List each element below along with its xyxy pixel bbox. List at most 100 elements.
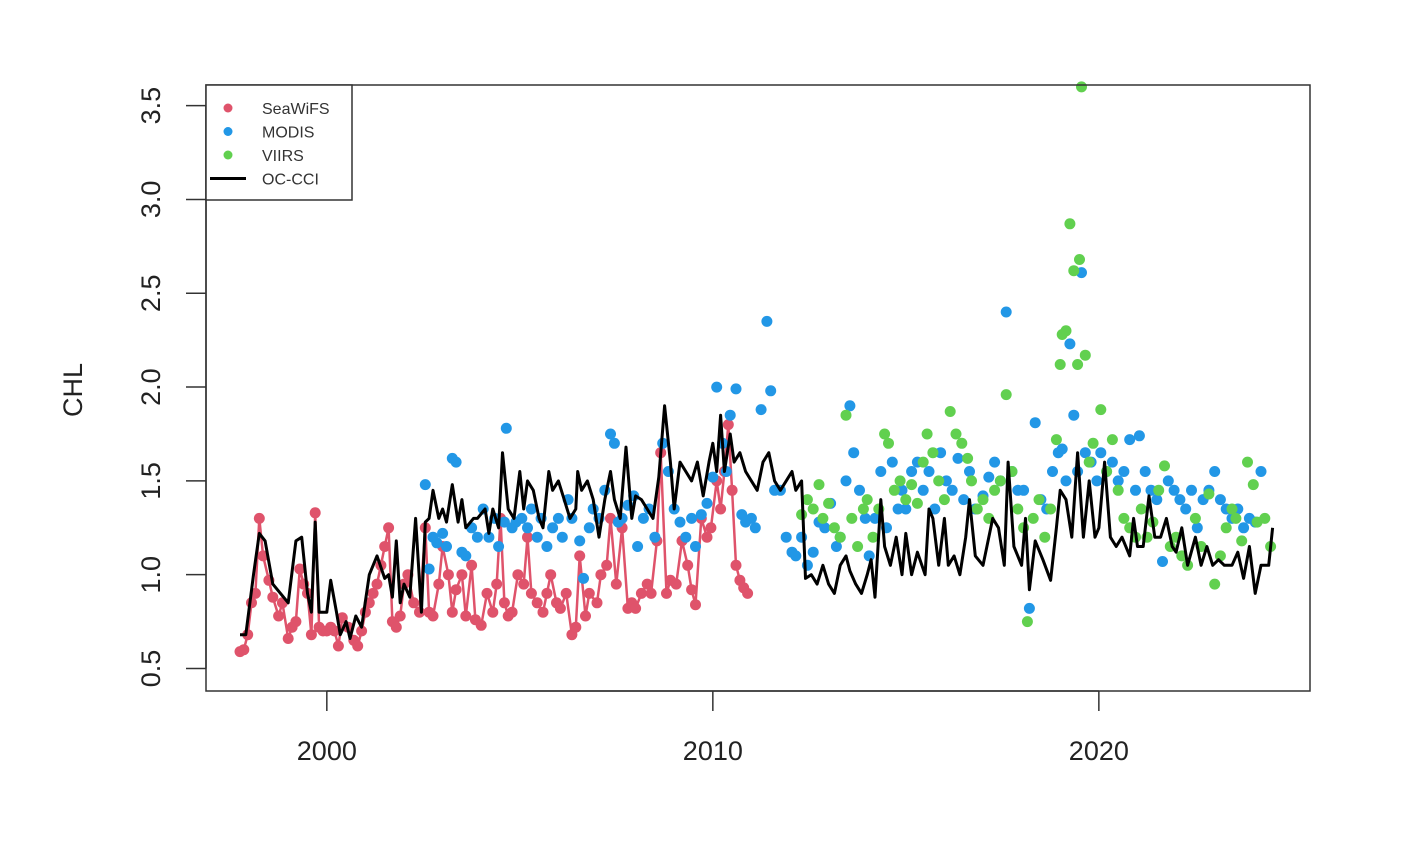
modis-point [493,541,505,552]
seawifs-point [610,578,622,590]
modis-point [946,484,958,496]
legend-label-oc-cci: OC-CCI [262,172,319,189]
modis-point [1157,556,1168,567]
legend-marker-viirs [223,150,233,160]
seawifs-point [475,619,487,631]
modis-point [863,550,875,562]
viirs-point [938,494,950,506]
seawifs-point [506,606,518,618]
seawifs-point [661,587,672,599]
seawifs-point [570,621,582,633]
viirs-point [1079,349,1091,361]
viirs-point [977,494,989,506]
seawifs-point [635,587,647,599]
y-tick-label: 1.0 [136,556,166,594]
modis-point [707,471,719,483]
viirs-point [817,512,829,524]
modis-point [1000,306,1012,318]
modis-point [1118,466,1130,477]
modis-point [1060,475,1072,487]
modis-point [1095,447,1107,459]
seawifs-point [456,569,468,581]
seawifs-point [481,587,493,599]
modis-point [807,546,819,558]
viirs-point [966,475,977,487]
viirs-point [1095,404,1107,416]
seawifs-point [267,591,279,603]
seawifs-point [705,522,717,534]
oc-cci-line [240,404,1275,640]
modis-point [923,466,935,477]
modis-point [1124,434,1136,446]
seawifs-point [383,522,395,534]
seawifs-point [726,484,738,496]
viirs-point [971,503,983,515]
viirs-point [1076,81,1087,93]
modis-point [749,522,761,534]
modis-point [935,447,947,459]
y-tick-label: 1.5 [136,462,166,500]
modis-point [680,531,692,543]
modis-point [1133,430,1145,442]
seawifs-point [379,541,391,552]
y-axis: 0.5 1.0 1.5 2.0 2.5 3.0 3.5 [136,87,207,688]
viirs-point [1189,512,1201,524]
modis-point [1162,475,1174,487]
modis-point [450,456,462,468]
modis-point [1064,338,1076,350]
legend-label-modis: MODIS [262,125,314,142]
y-tick-label: 0.5 [136,650,166,688]
viirs-point [1242,456,1253,468]
viirs-point [894,475,906,487]
seawifs-point [591,597,603,609]
modis-point [1186,484,1197,496]
modis-point [952,452,964,464]
modis-point [674,516,686,528]
seawifs-point [541,587,553,599]
modis-point [1191,522,1203,534]
viirs-point [1012,503,1024,515]
seawifs-point [390,621,402,633]
viirs-point [989,484,1001,496]
modis-point [745,512,757,524]
viirs-point [1087,437,1099,449]
x-tick-label: 2010 [683,736,743,766]
viirs-point [1050,434,1062,446]
y-tick-label: 2.0 [136,368,166,406]
modis-point [869,512,881,524]
seawifs-point [466,559,478,571]
seawifs-point [682,559,694,571]
viirs-point [1220,522,1232,534]
viirs-point [1230,512,1242,524]
legend-marker-modis [223,127,233,136]
viirs-point [857,503,869,515]
viirs-point [813,479,825,491]
viirs-point [867,531,879,543]
viirs-point [1072,359,1084,370]
seawifs-point [595,569,607,581]
viirs-point [1259,512,1271,524]
seawifs-point [329,625,340,637]
modis-point [830,541,842,552]
seawifs-point [442,569,454,581]
modis-point [1180,503,1192,515]
modis-point [695,509,707,521]
viirs-point [879,428,891,440]
modis-point [701,497,713,509]
viirs-point [840,409,852,421]
seawifs-point [427,610,439,622]
viirs-point [1112,484,1124,496]
seawifs-point [645,587,657,599]
modis-point [608,437,620,449]
viirs-point [861,494,873,506]
seawifs-point [356,625,368,637]
seawifs-point [686,584,698,596]
modis-point [531,531,543,543]
seawifs-point [332,640,344,652]
modis-point [958,494,970,506]
modis-point [1068,409,1080,421]
modis-point [1106,456,1118,468]
modis-point [989,456,1001,468]
y-tick-label: 2.5 [136,275,166,313]
